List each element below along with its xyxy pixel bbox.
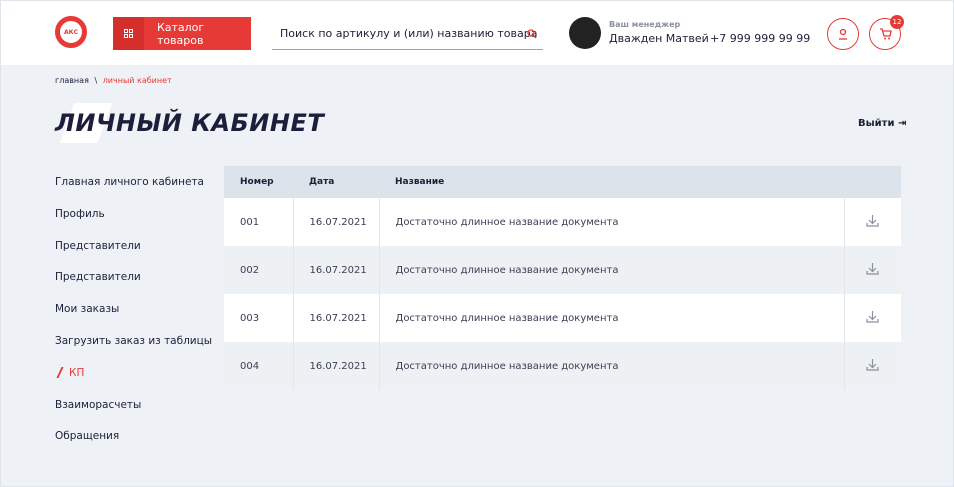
sidebar-item[interactable]: КП xyxy=(55,367,84,379)
sidebar-item[interactable]: Мои заказы xyxy=(55,303,119,315)
table-header: Номер Дата Название xyxy=(224,166,901,198)
table-cell: 16.07.2021 xyxy=(292,246,379,294)
table-row: 004 16.07.2021 Достаточно длинное название… xyxy=(224,342,901,390)
download-icon[interactable] xyxy=(866,358,879,371)
download-icon[interactable] xyxy=(866,310,879,323)
breadcrumb-current: личный кабинет xyxy=(102,76,172,85)
sidebar-label: Представители xyxy=(55,239,141,252)
active-marker xyxy=(56,367,64,379)
sidebar-label: Профиль xyxy=(55,207,105,220)
catalog-icon xyxy=(113,17,144,50)
sidebar-item[interactable]: Загрузить заказ из таблицы xyxy=(55,335,212,347)
download-cell xyxy=(843,198,901,246)
table-cell: Достаточно длинное название документа xyxy=(378,342,844,390)
manager-name: Дважден Матвей xyxy=(609,32,709,45)
phone[interactable]: +7 999 999 99 99 xyxy=(710,32,811,45)
sidebar-item[interactable]: Взаиморасчеты xyxy=(55,399,141,411)
column-header: Дата xyxy=(293,166,379,198)
sidebar-item[interactable]: Представители xyxy=(55,240,141,252)
page-title: ЛИЧНЫЙ КАБИНЕТ xyxy=(55,109,325,137)
table-cell: Достаточно длинное название документа xyxy=(378,246,844,294)
profile-button[interactable] xyxy=(827,18,859,50)
breadcrumb-home[interactable]: главная xyxy=(55,76,89,85)
sidebar-label: Мои заказы xyxy=(55,303,120,316)
catalog-label: Каталог товаров xyxy=(156,20,205,47)
header: АКС Каталог товаров Поиск по артикулу и … xyxy=(1,1,953,65)
column-header-empty xyxy=(844,166,901,198)
table-row: 002 16.07.2021 Достаточно длинное название… xyxy=(224,246,901,294)
sidebar-label: Обращения xyxy=(55,430,120,443)
table-cell: 003 xyxy=(224,294,293,342)
download-cell xyxy=(843,246,901,294)
sidebar-label: КП xyxy=(69,366,85,379)
table-cell: 16.07.2021 xyxy=(292,294,379,342)
logo-text: АКС xyxy=(64,28,78,36)
sidebar-label: Загрузить заказ из таблицы xyxy=(55,335,213,347)
cart-badge: 12 xyxy=(890,15,904,29)
sidebar-label: Представители xyxy=(55,271,141,284)
table-cell: 001 xyxy=(224,198,293,246)
sidebar-label: Главная личного кабинета xyxy=(55,176,204,188)
download-cell xyxy=(843,294,901,342)
catalog-button[interactable]: Каталог товаров xyxy=(113,17,251,50)
logo[interactable]: АКС xyxy=(55,16,87,48)
download-cell xyxy=(843,342,901,390)
manager-label: Ваш менеджер xyxy=(609,20,681,29)
search-input[interactable]: Поиск по артикулу и (или) названию товар… xyxy=(272,17,543,50)
column-header: Номер xyxy=(224,166,293,198)
documents-table: Номер Дата Название 001 16.07.2021 Достаточно… xyxy=(224,166,901,390)
table-cell: 16.07.2021 xyxy=(292,198,379,246)
logout[interactable]: Выйти ⇥ xyxy=(858,118,907,129)
sidebar-item[interactable]: Представители xyxy=(55,271,141,283)
table-cell: 004 xyxy=(224,342,293,390)
table-cell: 16.07.2021 xyxy=(292,342,379,390)
breadcrumb-separator: \ xyxy=(94,76,98,85)
sidebar-item[interactable]: Профиль xyxy=(55,208,105,220)
download-icon[interactable] xyxy=(866,262,879,275)
column-header: Название xyxy=(379,166,844,198)
sidebar-item[interactable]: Обращения xyxy=(55,430,119,442)
table-row: 001 16.07.2021 Достаточно длинное название… xyxy=(224,198,901,246)
sidebar-item[interactable]: Главная личного кабинета xyxy=(55,176,204,188)
logout-label: Выйти xyxy=(858,118,895,129)
manager-avatar xyxy=(569,17,601,49)
sidebar-label: Взаиморасчеты xyxy=(55,398,142,411)
table-cell: Достаточно длинное название документа xyxy=(378,198,844,246)
cart-button[interactable] xyxy=(869,18,901,50)
search-placeholder: Поиск по артикулу и (или) названию товар… xyxy=(280,26,538,40)
table-cell: Достаточно длинное название документа xyxy=(378,294,844,342)
table-cell: 002 xyxy=(224,246,293,294)
search-icon[interactable] xyxy=(527,29,537,39)
breadcrumb: главная \ личный кабинет xyxy=(55,76,172,85)
download-icon[interactable] xyxy=(866,214,879,227)
table-row: 003 16.07.2021 Достаточно длинное название… xyxy=(224,294,901,342)
